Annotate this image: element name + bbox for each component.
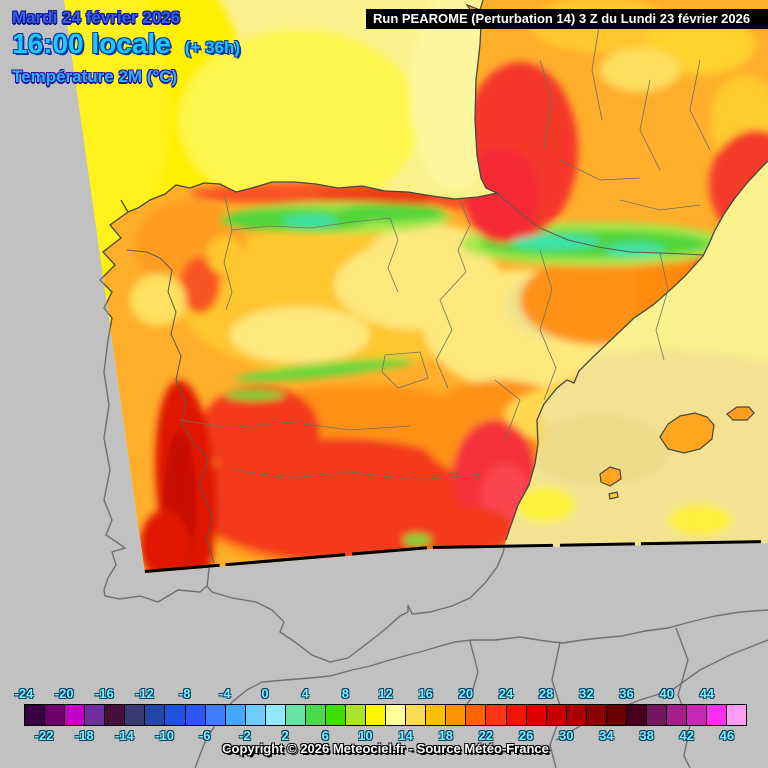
colorbar-tick-label: -20 — [54, 686, 74, 701]
colorbar-tick-label: 40 — [659, 686, 674, 701]
colorbar-tick-label: 16 — [418, 686, 433, 701]
colorbar-tick-label: 2 — [281, 728, 289, 743]
colorbar-tick-label: 34 — [599, 728, 614, 743]
colorbar-cell — [224, 704, 246, 726]
colorbar-cell — [345, 704, 367, 726]
colorbar-cell — [405, 704, 427, 726]
colorbar-tick-label: -10 — [155, 728, 174, 743]
colorbar-tick-label: 24 — [498, 686, 514, 701]
colorbar-cell — [585, 704, 607, 726]
colorbar-tick-label: -18 — [74, 728, 94, 743]
colorbar-tick-label: 10 — [358, 728, 373, 743]
colorbar-cell — [184, 704, 206, 726]
colorbar-cell — [365, 704, 387, 726]
colorbar-tick-label: 46 — [719, 728, 735, 743]
colorbar-tick-label: -14 — [115, 728, 134, 743]
colorbar-cell — [666, 704, 688, 726]
colorbar-tick-label: -4 — [219, 686, 231, 701]
land-temperature-blobs — [130, 0, 768, 573]
colorbar-tick-label: 0 — [261, 686, 269, 701]
domain-edge-line — [144, 540, 768, 573]
colorbar-tick-label: 20 — [458, 686, 474, 701]
colorbar-tick-label: 44 — [699, 686, 715, 701]
colorbar-cell — [124, 704, 146, 726]
colorbar-tick-label: -6 — [198, 728, 211, 743]
colorbar-tick-label: -8 — [178, 686, 191, 701]
colorbar-cell — [24, 704, 46, 726]
colorbar-cell — [244, 704, 266, 726]
colorbar-cell — [485, 704, 507, 726]
parameter-label: Température 2M (°C) — [12, 67, 178, 86]
colorbar-tick-label: 22 — [478, 728, 494, 743]
colorbar-cells — [24, 704, 748, 726]
colorbar-tick-label: 42 — [679, 728, 694, 743]
forecast-time: 16:00 locale (+ 36h) — [12, 28, 240, 60]
colorbar-cell — [545, 704, 567, 726]
forecast-date: Mardi 24 février 2026 — [12, 8, 181, 27]
forecast-hour-offset: (+ 36h) — [184, 38, 241, 57]
colorbar-cell — [605, 704, 627, 726]
colorbar-tick-label: -12 — [135, 686, 154, 701]
colorbar-cell — [84, 704, 106, 726]
colorbar-tick-label: 32 — [579, 686, 594, 701]
colorbar-tick-label: 30 — [559, 728, 574, 743]
colorbar-cell — [324, 704, 346, 726]
run-info-banner: Run PEAROME (Perturbation 14) 3 Z du Lun… — [366, 9, 768, 29]
colorbar-tick-label: 8 — [341, 686, 349, 701]
colorbar-cell — [505, 704, 527, 726]
colorbar-cell — [465, 704, 487, 726]
colorbar-tick-label: 38 — [639, 728, 654, 743]
colorbar-tick-label: 36 — [619, 686, 634, 701]
colorbar-tick-label: 4 — [301, 686, 309, 701]
colorbar-cell — [164, 704, 186, 726]
colorbar-cell — [144, 704, 166, 726]
colorbar-tick-label: 28 — [538, 686, 554, 701]
forecast-time-label: 16:00 locale — [12, 28, 171, 59]
colorbar-cell — [445, 704, 467, 726]
colorbar-cell — [264, 704, 286, 726]
colorbar-tick-label: 14 — [398, 728, 413, 743]
colorbar-tick-label: 18 — [438, 728, 453, 743]
colorbar-cell — [385, 704, 407, 726]
colorbar-cell — [304, 704, 326, 726]
balearic-islands — [599, 406, 755, 500]
colorbar-cell — [44, 704, 66, 726]
colorbar-tick-label: 26 — [518, 728, 534, 743]
colorbar-tick-label: -16 — [94, 686, 114, 701]
colorbar-cell — [64, 704, 86, 726]
domain-coastlines-borders — [99, 0, 768, 564]
colorbar-cell — [204, 704, 226, 726]
colorbar-tick-label: -22 — [34, 728, 54, 743]
colorbar-cell — [706, 704, 728, 726]
colorbar-cell — [425, 704, 447, 726]
colorbar-cell — [565, 704, 587, 726]
colorbar-cell — [645, 704, 667, 726]
colorbar-cell — [726, 704, 748, 726]
colorbar-tick-label: 12 — [378, 686, 393, 701]
colorbar-cell — [104, 704, 126, 726]
colorbar-tick-label: -24 — [14, 686, 34, 701]
colorbar-cell — [284, 704, 306, 726]
colorbar-tick-label: -2 — [239, 728, 251, 743]
colorbar-cell — [525, 704, 547, 726]
colorbar-tick-label: 6 — [321, 728, 329, 743]
colorbar-cell — [686, 704, 708, 726]
colorbar-cell — [625, 704, 647, 726]
copyright-notice: Copyright © 2026 Meteociel.fr - Source M… — [222, 741, 549, 756]
